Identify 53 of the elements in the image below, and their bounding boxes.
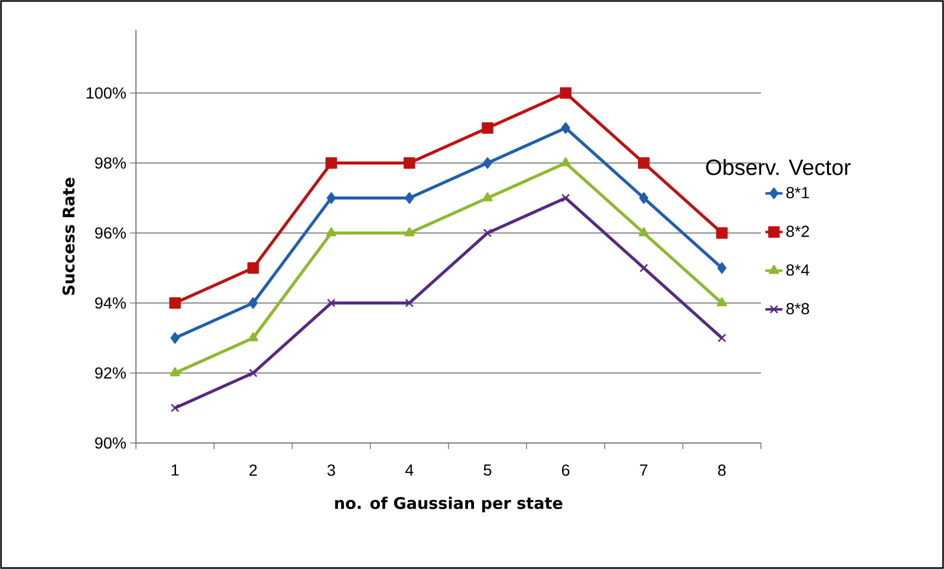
x-tick-label: 3	[327, 464, 335, 476]
x-tick-label: 8	[718, 464, 726, 476]
y-tick-label: 94%	[95, 297, 126, 309]
point	[170, 332, 180, 344]
point	[639, 192, 648, 204]
legend-label: 8*8	[786, 303, 810, 314]
x-tick-label: 5	[484, 464, 492, 476]
point	[326, 192, 336, 204]
y-tick-label: 96%	[95, 227, 126, 239]
x-tick-label: 2	[249, 464, 257, 476]
point	[483, 228, 492, 238]
point	[716, 297, 727, 306]
point	[326, 298, 336, 308]
point	[638, 157, 650, 169]
point	[170, 367, 180, 376]
x-axis-title: no. of Gaussian per state	[335, 496, 562, 512]
x-tick-label: 6	[562, 464, 570, 476]
legend-title: Observ. Vector	[706, 158, 851, 176]
point	[718, 334, 726, 342]
y-tick-label: 98%	[95, 157, 126, 169]
point	[561, 122, 570, 134]
point	[483, 157, 492, 169]
y-tick-label: 90%	[95, 437, 126, 449]
point	[404, 227, 414, 236]
point	[247, 262, 259, 274]
point	[404, 192, 414, 204]
point	[326, 227, 336, 236]
point	[717, 262, 726, 274]
point	[404, 157, 416, 169]
x-tick-label: 4	[405, 464, 414, 476]
legend-label: 8*2	[786, 226, 809, 237]
legend-label: 8*4	[786, 264, 810, 276]
point	[170, 404, 180, 412]
legend-label: 8*1	[786, 187, 809, 198]
y-tick-label: 100%	[86, 87, 126, 99]
point	[560, 87, 572, 99]
point	[405, 298, 414, 308]
y-axis-title: Success Rate	[62, 178, 75, 295]
point	[169, 297, 181, 309]
point	[482, 192, 493, 202]
point	[639, 264, 648, 272]
point	[248, 297, 258, 309]
x-tick-label: 1	[172, 464, 179, 476]
point	[248, 332, 258, 342]
point	[561, 194, 570, 202]
point	[638, 227, 649, 236]
x-tick-label: 7	[640, 464, 648, 476]
point	[716, 227, 728, 239]
point	[560, 157, 571, 166]
y-tick-label: 92%	[95, 367, 126, 379]
point	[326, 157, 338, 169]
point	[482, 122, 494, 134]
point	[248, 368, 258, 378]
